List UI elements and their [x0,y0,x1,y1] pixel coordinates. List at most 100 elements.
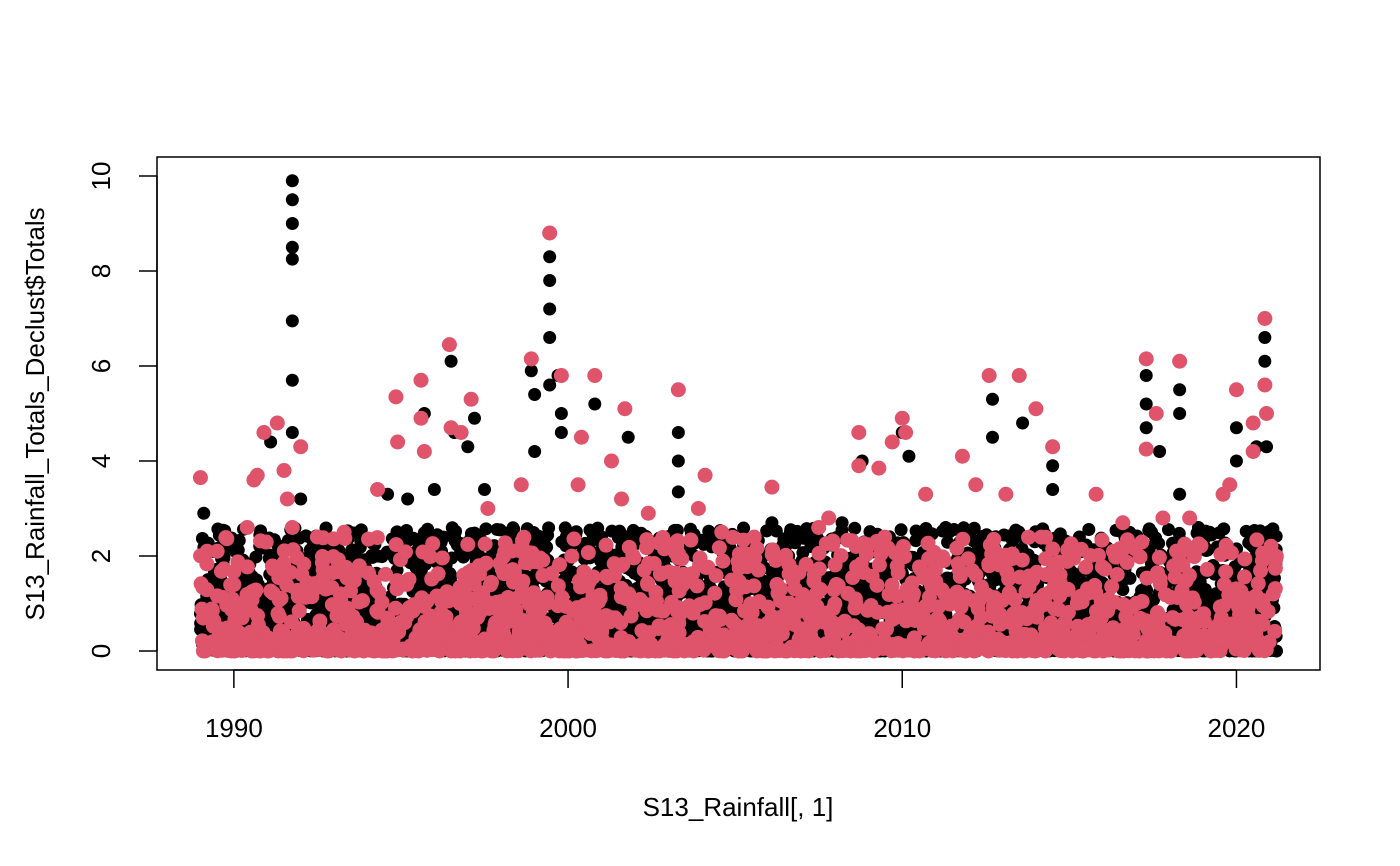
data-point [427,483,441,496]
data-point [554,426,568,439]
data-point [390,525,404,539]
data-point [821,510,837,526]
data-point [401,492,415,506]
data-point [349,547,363,561]
data-point [285,373,299,387]
data-point [737,521,751,535]
data-point [909,524,923,538]
data-point [524,364,538,378]
data-point [285,426,299,439]
data-point [294,492,308,506]
data-point [1161,523,1175,537]
data-point [1228,382,1244,398]
data-point [1082,523,1096,537]
data-point [543,250,557,264]
data-point [480,501,496,516]
data-point [1172,353,1188,369]
data-point [543,274,557,287]
data-point [276,463,292,478]
data-point [1104,579,1120,595]
data-point [468,526,482,540]
x-tick-label: 2020 [1208,713,1266,743]
y-tick-label: 10 [86,162,116,191]
data-point [621,430,635,444]
data-point [1011,368,1027,383]
data-point [1088,486,1104,502]
data-point [1172,526,1186,540]
data-point [337,530,353,546]
x-tick-label: 2010 [873,713,931,743]
data-point [1138,351,1154,367]
data-point [437,530,451,544]
data-point [1046,483,1060,496]
data-point [1119,554,1135,570]
data-point [587,368,603,383]
data-point [197,506,211,520]
data-point [985,392,999,406]
data-point [1203,594,1217,608]
data-point [256,425,272,440]
y-tick-label: 4 [86,454,116,468]
data-point [516,529,532,545]
data-point [985,430,999,444]
data-point [671,426,685,439]
data-point [564,548,580,564]
data-point [1094,532,1110,548]
data-point [285,314,299,328]
data-point [1045,439,1061,455]
data-point [541,528,555,542]
light-series [192,225,1284,659]
data-point [249,467,265,483]
data-point [276,543,292,559]
x-tick-label: 2000 [539,713,597,743]
data-point [1155,510,1171,526]
data-point [898,425,914,440]
data-point [413,372,429,388]
data-point [1229,454,1243,468]
data-point [289,550,305,566]
data-point [303,543,317,557]
data-point [690,501,706,516]
x-axis: 1990 2000 2010 2020 [205,669,1266,743]
y-tick-label: 0 [86,644,116,658]
data-point [1138,583,1152,597]
data-point [441,337,457,353]
data-point [611,530,625,544]
data-point [764,479,780,495]
data-point [449,524,463,538]
data-point [513,477,529,493]
data-point [851,425,867,440]
data-point [1260,440,1274,454]
data-point [573,429,589,445]
data-point [463,391,479,407]
data-point [936,524,950,538]
data-point [413,410,429,426]
data-point [968,477,984,493]
data-point [1066,566,1080,580]
data-point [209,543,225,559]
y-tick-label: 6 [86,359,116,373]
data-point [285,174,299,188]
data-point [670,382,686,398]
data-point [871,460,887,476]
data-point [543,331,557,344]
data-point [490,522,504,536]
data-point [954,448,970,464]
data-point [478,483,492,496]
data-point [971,543,985,557]
data-point [902,449,916,463]
data-point [1028,401,1044,417]
data-point [554,407,568,420]
data-point [707,585,723,601]
data-point [417,526,431,540]
data-point [1173,487,1187,501]
data-point [918,486,934,502]
data-point [1138,441,1154,457]
data-point [1258,354,1272,368]
data-point [640,505,656,521]
data-point [947,522,961,536]
data-point [1078,559,1094,575]
data-point [1021,529,1037,545]
